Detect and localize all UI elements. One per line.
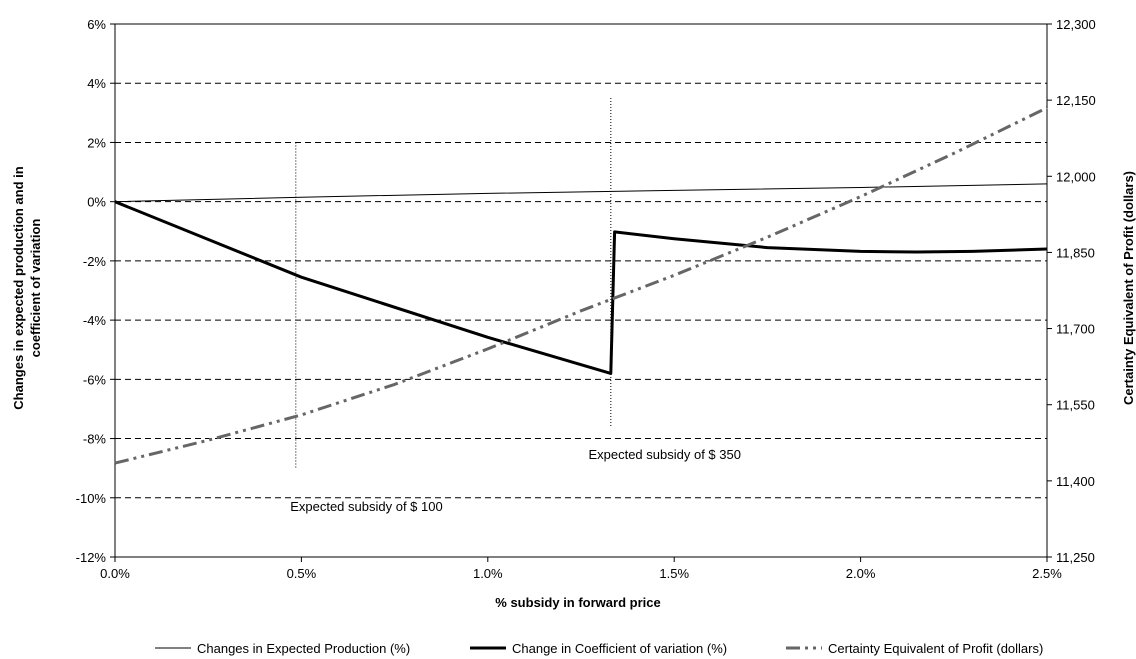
y-tick-label-8: -10%: [76, 491, 107, 506]
y-tick-label-0: 6%: [87, 17, 106, 32]
annotation-lines: [295, 98, 612, 469]
y2-tick-label-2: 12,000: [1056, 169, 1096, 184]
legend-label-2: Certainty Equivalent of Profit (dollars): [828, 641, 1043, 656]
y2-tick-label-7: 11,250: [1056, 550, 1095, 565]
series-line-0: [114, 183, 1048, 203]
legend-label-0: Changes in Expected Production (%): [197, 641, 410, 656]
y2-axis-title: Certainty Equivalent of Profit (dollars): [1121, 171, 1136, 405]
y-tick-label-1: 4%: [87, 76, 106, 91]
annotation-label-1: Expected subsidy of $ 350: [588, 447, 741, 462]
y-tick-label-4: -2%: [83, 254, 107, 269]
y2-tick-label-4: 11,700: [1056, 322, 1095, 337]
x-tick-label-4: 2.0%: [846, 566, 876, 581]
series-line-1: [114, 200, 1048, 375]
x-axis-title: % subsidy in forward price: [495, 595, 660, 610]
y-tick-label-5: -4%: [83, 313, 107, 328]
y-tick-label-6: -6%: [83, 372, 107, 387]
x-tick-label-3: 1.5%: [659, 566, 689, 581]
y-tick-label-7: -8%: [83, 432, 107, 447]
x-tick-label-0: 0.0%: [100, 566, 130, 581]
annotation-labels: Expected subsidy of $ 100 Expected subsid…: [290, 447, 741, 514]
tick-labels: 6% 4% 2% 0% -2% -4% -6% -8% -10% -12% 12,300 12,150…: [76, 17, 1096, 581]
grid-lines: [115, 82, 1047, 499]
x-tick-label-2: 1.0%: [473, 566, 503, 581]
y2-tick-label-3: 11,850: [1056, 245, 1095, 260]
x-tick-label-5: 2.5%: [1032, 566, 1062, 581]
y-tick-label-9: -12%: [76, 550, 107, 565]
axes: [110, 23, 1052, 562]
y-tick-label-3: 0%: [87, 195, 106, 210]
plot-area-frame: [114, 23, 1048, 558]
y-axis-title-line2: coefficient of variation: [28, 219, 43, 358]
x-tick-label-1: 0.5%: [287, 566, 317, 581]
series-line-2: [114, 106, 1048, 465]
y-tick-label-2: 2%: [87, 135, 106, 150]
y2-tick-label-0: 12,300: [1056, 17, 1096, 32]
annotation-label-0: Expected subsidy of $ 100: [290, 499, 443, 514]
y2-tick-label-6: 11,400: [1056, 474, 1095, 489]
y2-tick-label-5: 11,550: [1056, 398, 1095, 413]
series-lines: [114, 106, 1048, 465]
legend: Changes in Expected Production (%) Change…: [155, 641, 1043, 656]
legend-label-1: Change in Coefficient of variation (%): [512, 641, 727, 656]
y2-tick-label-1: 12,150: [1056, 93, 1096, 108]
y-axis-title-line1: Changes in expected production and in: [11, 166, 26, 409]
